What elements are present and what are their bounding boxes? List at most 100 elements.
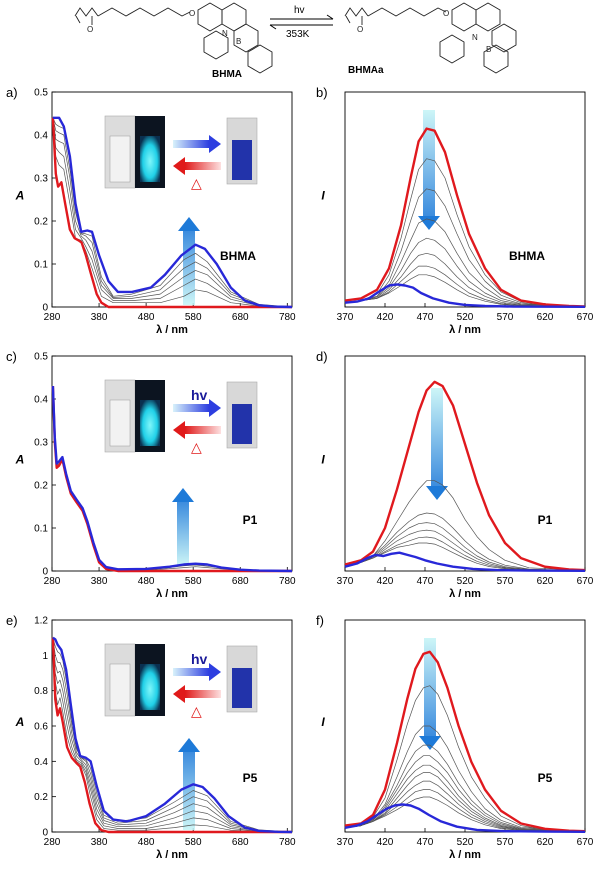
series-intermediate-2 bbox=[344, 188, 586, 307]
panel-letter: e) bbox=[6, 613, 18, 628]
panel-letter: a) bbox=[6, 85, 18, 100]
x-tick-label: 780 bbox=[279, 837, 296, 848]
cuvette-fluorescent bbox=[140, 400, 160, 446]
panel-letter: b) bbox=[316, 85, 328, 100]
compound-label-left: BHMA bbox=[212, 69, 242, 80]
x-tick-label: 570 bbox=[497, 576, 514, 587]
x-tick-label: 580 bbox=[185, 576, 202, 587]
series-final-10 bbox=[344, 803, 586, 833]
series-intermediate-4 bbox=[52, 637, 293, 833]
series-initial-0 bbox=[344, 380, 586, 572]
trend-arrow-shaft bbox=[183, 231, 195, 305]
trend-arrow-head bbox=[172, 488, 194, 502]
x-tick-label: 620 bbox=[537, 576, 554, 587]
atom-n-left: N bbox=[222, 29, 228, 38]
ring-left-c bbox=[233, 23, 259, 53]
plot-frame bbox=[344, 355, 586, 572]
x-tick-label: 620 bbox=[537, 312, 554, 323]
x-tick-label: 670 bbox=[577, 837, 594, 848]
x-tick-label: 570 bbox=[497, 837, 514, 848]
x-tick-label: 380 bbox=[91, 576, 108, 587]
series-intermediate-1 bbox=[344, 158, 586, 307]
hexyl-chain-left bbox=[97, 7, 191, 17]
y-axis-title: I bbox=[321, 189, 325, 203]
x-tick-label: 480 bbox=[138, 312, 155, 323]
chart-panels: 280 380 480 580 680 780 0 0.1 0.2 0.3 0.4 0.5 λ / nm… bbox=[6, 85, 594, 861]
x-tick-label: 780 bbox=[279, 312, 296, 323]
series-final-7 bbox=[344, 551, 586, 572]
x-tick-label: 680 bbox=[232, 312, 249, 323]
forward-condition: hv bbox=[294, 5, 305, 16]
series-final-6 bbox=[52, 116, 293, 309]
x-axis-title: λ / nm bbox=[156, 324, 188, 336]
cuvette-ambient-liquid bbox=[109, 135, 131, 183]
forward-arrow-shaft bbox=[173, 404, 209, 412]
vinyl-bond-right bbox=[345, 15, 351, 24]
y-tick-label: 0.3 bbox=[34, 174, 48, 185]
atom-b-left: B bbox=[236, 37, 241, 46]
x-tick-label: 580 bbox=[185, 837, 202, 848]
atom-o-right: O bbox=[357, 25, 363, 34]
y-tick-label: 0.1 bbox=[34, 260, 48, 271]
x-axis-title: λ / nm bbox=[449, 324, 481, 336]
series-intermediate-4 bbox=[344, 529, 586, 571]
series-intermediate-5 bbox=[344, 252, 586, 307]
reverse-condition: 353K bbox=[286, 29, 310, 40]
series-intermediate-2 bbox=[344, 512, 586, 571]
y-tick-label: 0.3 bbox=[34, 438, 48, 449]
trend-arrow-shaft bbox=[183, 752, 195, 830]
panel-a: 280 380 480 580 680 780 0 0.1 0.2 0.3 0.4 0.5 λ / nm… bbox=[6, 85, 296, 336]
forward-arrow-shaft bbox=[173, 140, 209, 148]
x-tick-label: 780 bbox=[279, 576, 296, 587]
x-tick-label: 520 bbox=[457, 576, 474, 587]
x-tick-label: 370 bbox=[337, 837, 354, 848]
series-intermediate-6 bbox=[52, 637, 293, 833]
panel-b: 370 420 470 520 570 620 670 λ / nm Ib) BHMA bbox=[316, 85, 594, 336]
y-tick-label: 1.2 bbox=[34, 616, 48, 627]
y-tick-label: 0.1 bbox=[34, 524, 48, 535]
reverse-arrow-head bbox=[173, 685, 185, 703]
ring-right-b bbox=[475, 2, 501, 32]
forward-arrow-shaft bbox=[173, 668, 209, 676]
series-final-3 bbox=[51, 386, 293, 573]
series-final-7 bbox=[52, 636, 293, 834]
ring-left-b bbox=[221, 2, 247, 32]
x-tick-label: 470 bbox=[417, 576, 434, 587]
series-intermediate-4 bbox=[344, 755, 586, 832]
x-tick-label: 420 bbox=[377, 837, 394, 848]
trend-arrow-head bbox=[419, 736, 441, 750]
panel-letter: c) bbox=[6, 349, 17, 364]
atom-b-right: B bbox=[486, 45, 491, 54]
y-tick-label: 0.2 bbox=[34, 217, 48, 228]
ring-left-a bbox=[197, 2, 223, 32]
reverse-arrow-head bbox=[173, 157, 185, 175]
x-tick-label: 420 bbox=[377, 312, 394, 323]
y-tick-label: 0.2 bbox=[34, 792, 48, 803]
x-axis-title: λ / nm bbox=[449, 588, 481, 600]
y-tick-label: 0.4 bbox=[34, 757, 48, 768]
scheme-atoms: O O N B O O N B bbox=[87, 9, 491, 54]
x-tick-label: 520 bbox=[457, 312, 474, 323]
panel-letter: d) bbox=[316, 349, 328, 364]
atom-o-left-ether: O bbox=[189, 9, 195, 18]
cuvette-irradiated-liquid bbox=[232, 140, 252, 180]
series-intermediate-1 bbox=[344, 685, 586, 832]
x-tick-label: 370 bbox=[337, 576, 354, 587]
series-final-8 bbox=[344, 283, 586, 308]
panel-letter: f) bbox=[316, 613, 324, 628]
series-intermediate-8 bbox=[344, 789, 586, 832]
panel-d: 370 420 470 520 570 620 670 λ / nm Id) P1 bbox=[316, 349, 594, 600]
forward-arrow-head bbox=[209, 663, 221, 681]
reverse-arrow-shaft bbox=[185, 690, 221, 698]
series-intermediate-3 bbox=[52, 117, 293, 308]
y-tick-label: 0 bbox=[42, 828, 48, 839]
y-axis-title: A bbox=[15, 453, 25, 467]
series-intermediate-4 bbox=[52, 117, 293, 308]
series-intermediate-7 bbox=[344, 274, 586, 307]
trend-arrow-head bbox=[178, 738, 200, 752]
compound-label: BHMA bbox=[220, 249, 256, 263]
series-intermediate-2 bbox=[52, 637, 293, 833]
x-tick-label: 370 bbox=[337, 312, 354, 323]
y-axis-title: A bbox=[15, 189, 25, 203]
trend-arrow-head bbox=[418, 216, 440, 230]
